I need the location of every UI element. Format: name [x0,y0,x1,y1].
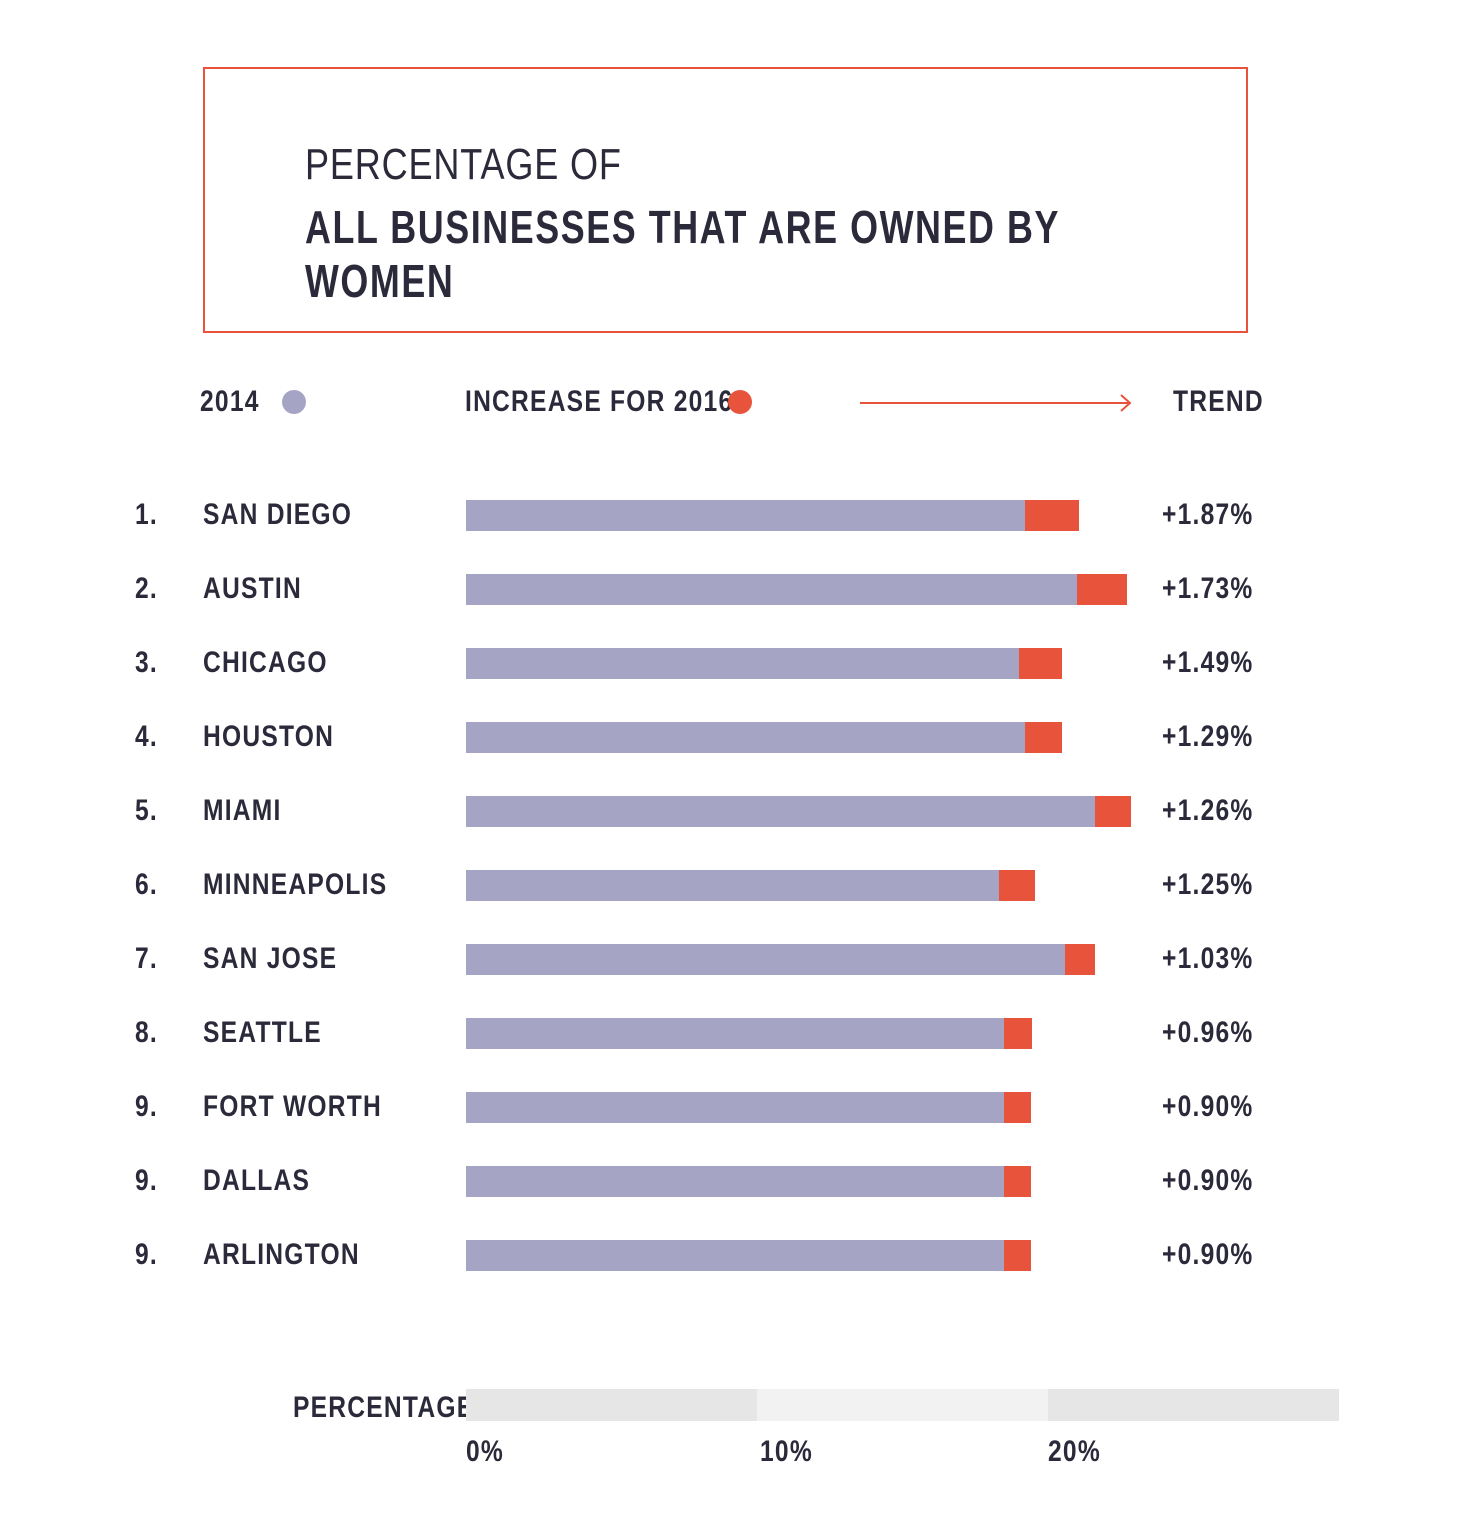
bar-2014 [466,500,1025,531]
trend-value: +0.96% [1162,1016,1254,1049]
trend-value: +0.90% [1162,1238,1254,1271]
bar-increase-2016 [1004,1240,1031,1271]
bar-increase-2016 [1077,574,1128,605]
bar-2014 [466,1092,1005,1123]
legend-trend-label: TREND [1173,385,1264,418]
rank-label: 9. [135,1238,158,1271]
chart-title-line-2: ALL BUSINESSES THAT ARE OWNED BY WOMEN [305,201,1060,307]
trend-value: +1.29% [1162,720,1254,753]
legend-increase-label: INCREASE FOR 2016 [465,385,734,418]
bar-2014 [466,1018,1005,1049]
trend-value: +1.03% [1162,942,1254,975]
bar-2014 [466,1240,1005,1271]
trend-arrow-icon [860,394,1132,412]
trend-value: +0.90% [1162,1090,1254,1123]
city-label: ARLINGTON [203,1238,360,1271]
trend-value: +1.26% [1162,794,1254,827]
legend-2014-dot [282,390,306,414]
city-label: SAN JOSE [203,942,338,975]
rank-label: 1. [135,498,158,531]
axis-band-20-30 [1048,1389,1339,1421]
bar-increase-2016 [1004,1166,1031,1197]
bar-2014 [466,574,1078,605]
city-label: FORT WORTH [203,1090,383,1123]
bar-increase-2016 [1024,500,1080,531]
rank-label: 8. [135,1016,158,1049]
bar-increase-2016 [1065,944,1096,975]
axis-band-10-20 [757,1389,1048,1421]
chart-title-line-1: PERCENTAGE OF [305,140,622,189]
bar-2014 [466,648,1019,679]
bar-2014 [466,870,999,901]
bar-increase-2016 [1024,722,1063,753]
trend-value: +0.90% [1162,1164,1254,1197]
city-label: DALLAS [203,1164,311,1197]
rank-label: 2. [135,572,158,605]
city-label: SAN DIEGO [203,498,353,531]
axis-label: PERCENTAGE [293,1391,475,1424]
city-label: SEATTLE [203,1016,322,1049]
rank-label: 6. [135,868,158,901]
city-label: CHICAGO [203,646,328,679]
title-frame [203,67,1248,333]
trend-value: +1.25% [1162,868,1254,901]
bar-increase-2016 [1004,1018,1033,1049]
bar-increase-2016 [1094,796,1132,827]
trend-value: +1.87% [1162,498,1254,531]
legend-2014-label: 2014 [200,385,260,418]
trend-value: +1.73% [1162,572,1254,605]
bar-increase-2016 [1004,1092,1031,1123]
legend-increase-dot [728,390,752,414]
bar-increase-2016 [998,870,1035,901]
axis-tick-10: 10% [760,1435,813,1468]
rank-label: 3. [135,646,158,679]
rank-label: 4. [135,720,158,753]
axis-band-0-10 [466,1389,757,1421]
axis-tick-20: 20% [1048,1435,1101,1468]
city-label: MIAMI [203,794,282,827]
rank-label: 9. [135,1164,158,1197]
axis-tick-0: 0% [466,1435,505,1468]
bar-2014 [466,1166,1005,1197]
rank-label: 7. [135,942,158,975]
trend-value: +1.49% [1162,646,1254,679]
rank-label: 5. [135,794,158,827]
bar-2014 [466,796,1095,827]
rank-label: 9. [135,1090,158,1123]
city-label: AUSTIN [203,572,302,605]
bar-2014 [466,944,1066,975]
city-label: MINNEAPOLIS [203,868,388,901]
city-label: HOUSTON [203,720,335,753]
bar-2014 [466,722,1025,753]
bar-increase-2016 [1018,648,1063,679]
